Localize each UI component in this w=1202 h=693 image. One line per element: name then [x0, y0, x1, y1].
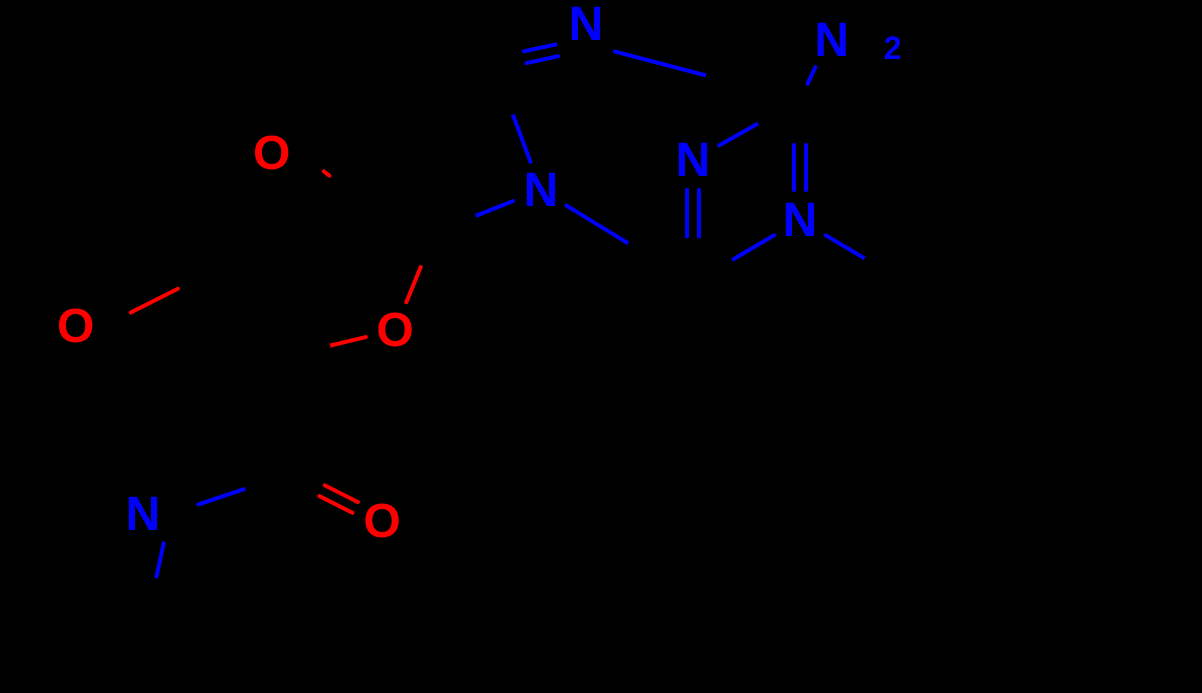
atom-label-n1: N: [524, 164, 559, 217]
atom-label-n5: N: [676, 134, 711, 187]
atom-label-oh20: OH: [57, 300, 129, 353]
atom-label-o15: O: [376, 304, 413, 357]
atom-label-nh23: NH: [126, 488, 195, 541]
diagram-background: [0, 0, 1202, 693]
molecule-diagram: NNNNNH2OOHOHONH: [0, 0, 1202, 693]
atom-label-oh19: OH: [253, 127, 325, 180]
atom-label-o22: O: [363, 495, 400, 548]
atom-label-n3: N: [569, 0, 604, 51]
atom-label-n7: N: [783, 194, 818, 247]
molecule-svg: NNNNNH2OOHOHONH: [0, 0, 1202, 693]
